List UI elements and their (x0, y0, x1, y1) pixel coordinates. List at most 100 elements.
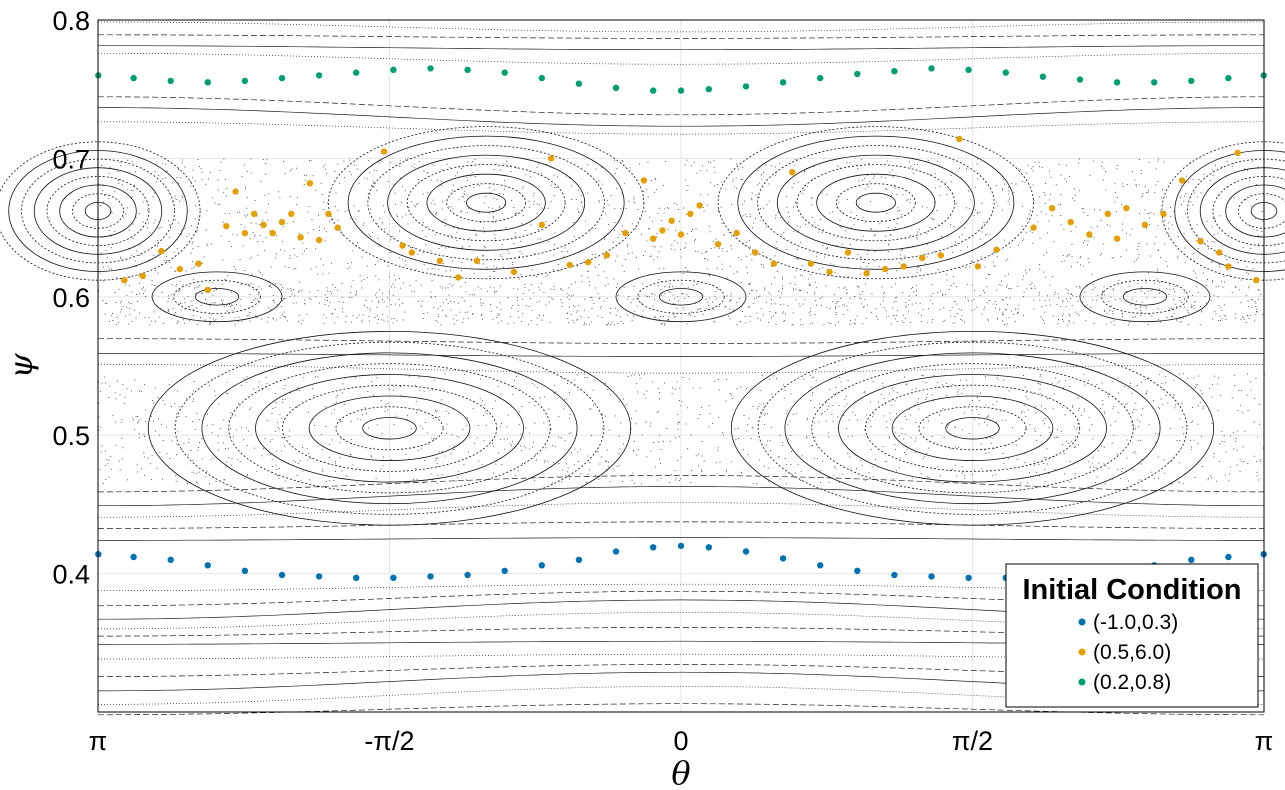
chaotic-point (1159, 422, 1161, 423)
island-orbit (367, 145, 605, 261)
chaotic-point (896, 223, 898, 225)
chaotic-point (1212, 217, 1214, 219)
chaotic-point (222, 303, 223, 304)
chaotic-point (304, 250, 305, 252)
chaotic-point (771, 283, 772, 285)
chaotic-point (1077, 262, 1078, 264)
chaotic-point (284, 445, 285, 447)
chaotic-point (390, 304, 392, 305)
chaotic-point (179, 280, 181, 282)
chaotic-point (492, 443, 493, 445)
chaotic-point (956, 245, 958, 247)
chaotic-point (1193, 270, 1194, 272)
chaotic-point (1180, 184, 1182, 186)
chaotic-point (1089, 429, 1091, 431)
chaotic-point (870, 401, 871, 403)
chaotic-point (978, 417, 980, 419)
chaotic-point (860, 257, 862, 259)
chaotic-point (282, 437, 284, 438)
island-orbit (387, 154, 586, 251)
chaotic-point (456, 381, 458, 383)
chaotic-point (243, 439, 245, 441)
chaotic-point (1065, 306, 1067, 308)
chaotic-point (904, 452, 905, 453)
chaotic-point (1017, 285, 1019, 287)
chaotic-point (1204, 296, 1206, 298)
chaotic-point (351, 286, 353, 288)
series-point (204, 286, 211, 294)
chaotic-point (297, 386, 299, 388)
chaotic-point (1083, 242, 1084, 244)
chaotic-point (1157, 477, 1159, 479)
chaotic-point (102, 190, 104, 191)
chaotic-point (577, 304, 579, 306)
chaotic-point (835, 314, 837, 315)
chaotic-point (411, 201, 413, 202)
chaotic-point (996, 400, 998, 402)
chaotic-point (462, 429, 464, 431)
chaotic-point (1144, 209, 1146, 211)
chaotic-point (201, 171, 203, 173)
chaotic-point (788, 221, 789, 223)
chaotic-point (450, 301, 452, 302)
series-point (575, 80, 583, 87)
chaotic-point (702, 207, 704, 208)
chaotic-point (622, 161, 624, 162)
chaotic-point (799, 319, 801, 321)
chaotic-point (252, 232, 254, 233)
chaotic-point (856, 278, 858, 280)
chaotic-point (614, 159, 615, 161)
chaotic-point (1039, 299, 1041, 301)
chaotic-point (948, 188, 950, 190)
chaotic-point (523, 436, 524, 438)
chaotic-point (958, 447, 960, 448)
chaotic-point (212, 457, 214, 459)
chaotic-point (828, 432, 829, 434)
chaotic-point (663, 212, 665, 214)
chaotic-point (1066, 255, 1068, 257)
chaotic-point (223, 419, 225, 421)
chaotic-point (713, 160, 715, 162)
chaotic-point (504, 179, 505, 181)
chaotic-point (462, 247, 463, 249)
series-point (650, 235, 657, 242)
chaotic-point (694, 316, 696, 317)
chaotic-point (1197, 248, 1199, 249)
chaotic-point (1031, 232, 1033, 234)
chaotic-point (789, 216, 790, 218)
chaotic-point (1257, 166, 1259, 168)
chaotic-point (521, 246, 523, 248)
chaotic-point (886, 189, 888, 190)
chaotic-point (493, 217, 494, 219)
chaotic-point (1028, 213, 1030, 215)
chaotic-point (740, 386, 742, 388)
chaotic-point (988, 452, 990, 454)
chaotic-point (763, 414, 765, 416)
chaotic-point (117, 269, 119, 270)
chaotic-point (1209, 180, 1211, 181)
chaotic-point (575, 311, 577, 313)
chaotic-point (424, 460, 425, 461)
chaotic-point (511, 307, 512, 309)
chaotic-point (399, 287, 401, 289)
chaotic-point (313, 229, 314, 231)
chaotic-point (1060, 174, 1062, 176)
chaotic-point (778, 456, 779, 458)
chaotic-point (568, 299, 570, 300)
chaotic-point (1207, 279, 1208, 280)
chaotic-point (880, 394, 882, 395)
chaotic-point (944, 294, 946, 295)
chaotic-point (1187, 310, 1189, 312)
chaotic-point (129, 314, 131, 316)
chaotic-point (1253, 421, 1255, 423)
chaotic-point (446, 433, 448, 434)
chaotic-point (509, 403, 511, 405)
chaotic-point (1006, 323, 1008, 325)
chaotic-point (355, 291, 357, 292)
series-point (251, 210, 258, 217)
chaotic-point (920, 314, 922, 316)
chaotic-point (299, 389, 301, 391)
chaotic-point (601, 317, 603, 318)
chaotic-point (906, 448, 908, 450)
chaotic-point (1020, 169, 1021, 171)
